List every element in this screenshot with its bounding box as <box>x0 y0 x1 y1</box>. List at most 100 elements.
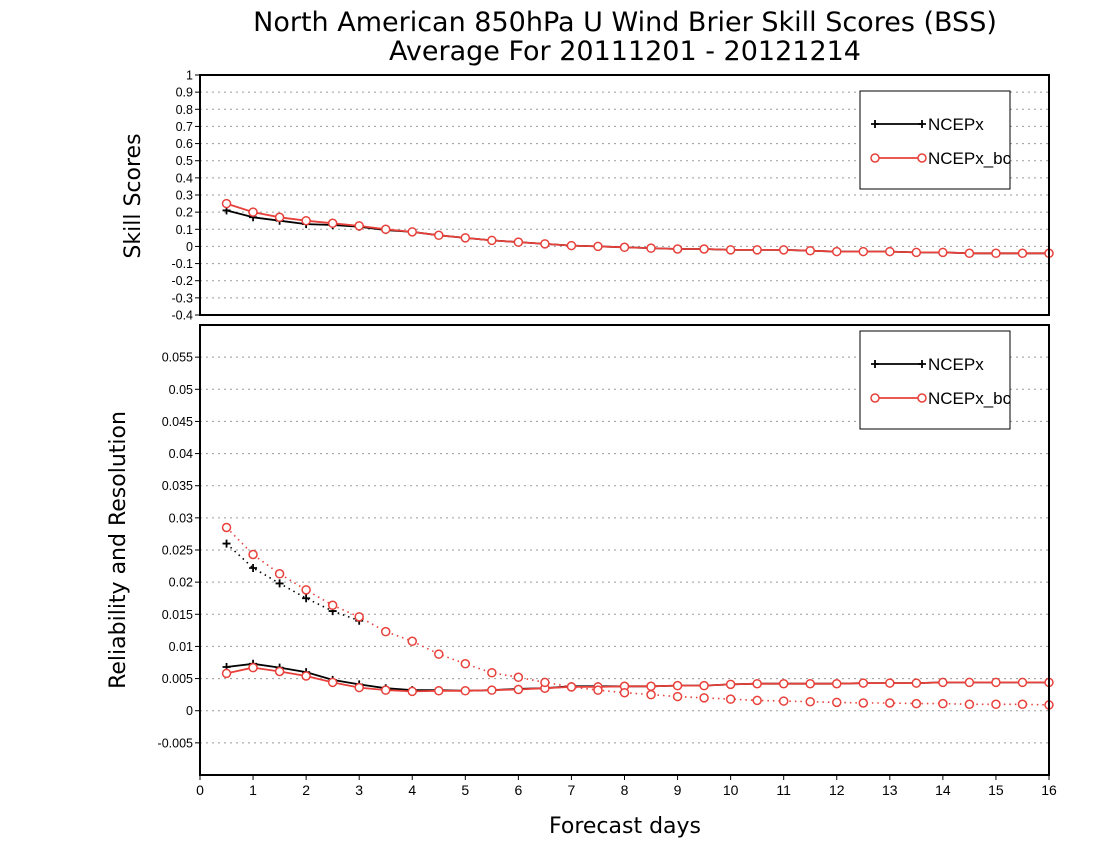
data-point <box>380 685 391 695</box>
data-point <box>725 694 736 704</box>
y-tick-label: 0.7 <box>176 120 193 134</box>
plot-frame <box>199 74 1050 316</box>
series-line-dotted-3 <box>225 526 1050 706</box>
data-point <box>434 649 444 659</box>
y-tick-label: 0.045 <box>162 415 193 429</box>
data-point <box>619 687 630 698</box>
data-point <box>221 198 232 209</box>
y-tick-label: 0 <box>186 240 193 254</box>
reliability-resolution-panel: -0.005 0 0.005 0.01 0.015 0.02 0.025 0.03 0.035 0… <box>158 324 1057 798</box>
data-point <box>1017 677 1028 688</box>
data-point <box>1017 699 1028 710</box>
data-point <box>222 539 231 548</box>
legend-label: NCEPx <box>928 355 984 374</box>
data-point <box>540 677 550 688</box>
x-tick-label: 4 <box>408 782 416 798</box>
plot-frame <box>199 324 1050 776</box>
x-tick-label: 13 <box>882 782 898 798</box>
legend-label: NCEPx_bc <box>928 389 1012 408</box>
data-point <box>487 235 497 246</box>
legend-box <box>859 90 1011 190</box>
data-point <box>380 224 391 235</box>
y-tick-label: 0.1 <box>176 223 193 237</box>
data-point <box>407 227 417 237</box>
x-tick-label: 2 <box>302 782 310 798</box>
data-point <box>938 698 948 709</box>
y-tick-label: 0.6 <box>176 137 193 151</box>
data-point <box>248 207 258 217</box>
data-point <box>832 678 842 689</box>
data-point <box>805 245 815 256</box>
data-point <box>248 549 258 560</box>
x-tick-label: 8 <box>621 782 629 798</box>
legend: NCEPx NCEPx_bc <box>859 330 1012 430</box>
data-point <box>911 247 922 258</box>
chart-title-line2: Average For 20111201 - 20121214 <box>389 36 861 67</box>
x-tick-label: 1 <box>249 782 257 798</box>
x-tick-label: 6 <box>514 782 522 798</box>
y-tick-label: 0.01 <box>169 640 193 654</box>
data-point <box>752 695 762 706</box>
data-point <box>434 230 444 241</box>
data-point <box>885 246 895 257</box>
data-point <box>221 668 232 679</box>
data-point <box>725 679 736 690</box>
y-tick-label: 0.025 <box>162 544 193 558</box>
data-point <box>911 698 922 709</box>
legend-label: NCEPx_bc <box>928 149 1012 168</box>
data-point <box>858 246 869 257</box>
data-point <box>301 671 311 681</box>
data-point <box>752 245 762 255</box>
data-point <box>672 680 683 691</box>
x-tick-label: 12 <box>829 782 845 798</box>
data-point <box>938 677 948 688</box>
data-point <box>302 594 311 603</box>
data-point <box>487 685 497 695</box>
data-point <box>646 681 656 692</box>
data-point <box>407 686 417 697</box>
y-tick-label: 0.5 <box>176 154 193 168</box>
data-point <box>832 246 842 257</box>
data-point <box>487 668 497 678</box>
data-point <box>513 684 524 695</box>
y-tick-label: 1 <box>186 69 193 83</box>
x-tick-label: 0 <box>196 782 204 798</box>
data-point <box>858 678 869 688</box>
data-point <box>619 242 630 253</box>
data-point <box>540 239 550 249</box>
top-y-axis-label: Skill Scores <box>121 133 146 258</box>
skill-score-panel: -0.4 -0.3 -0.2 -0.1 0 0.1 0.2 0.3 0.4 0.5 0.6 0.7 0.… <box>171 69 1054 323</box>
data-point <box>964 699 975 710</box>
y-tick-label: 0.8 <box>176 103 193 117</box>
x-tick-label: 10 <box>723 782 739 798</box>
data-point <box>646 243 656 253</box>
data-point <box>885 698 895 708</box>
y-tick-label: -0.3 <box>171 291 193 305</box>
data-point <box>248 662 258 673</box>
data-point <box>354 612 364 622</box>
x-tick-label: 3 <box>355 782 363 798</box>
data-point <box>566 240 577 251</box>
data-point <box>699 680 709 691</box>
bottom-y-axis-label: Reliability and Resolution <box>106 411 131 689</box>
data-point <box>301 585 311 595</box>
data-point <box>327 677 338 688</box>
y-tick-label: 0.005 <box>162 672 193 686</box>
y-tick-label: 0.02 <box>169 576 193 590</box>
data-point <box>964 677 975 688</box>
y-tick-label: 0 <box>186 704 193 718</box>
data-point <box>805 696 815 707</box>
data-point <box>778 678 789 689</box>
data-point <box>672 691 683 702</box>
data-point <box>249 564 258 572</box>
y-tick-label: -0.005 <box>158 736 193 750</box>
data-point <box>752 678 762 689</box>
legend-marker <box>917 153 927 163</box>
data-point <box>725 245 736 255</box>
legend-marker <box>871 120 879 128</box>
y-tick-label: -0.2 <box>171 274 193 288</box>
legend-label: NCEPx <box>928 115 984 134</box>
data-point <box>354 221 364 231</box>
data-point <box>221 522 232 533</box>
legend-marker <box>871 360 879 368</box>
